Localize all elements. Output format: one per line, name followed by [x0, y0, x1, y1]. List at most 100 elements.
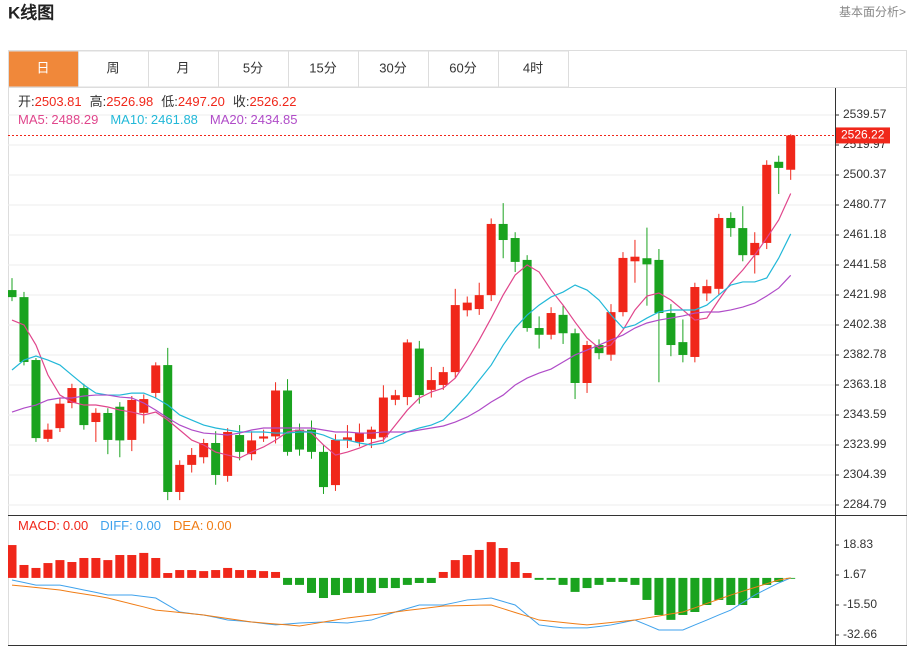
legend-value: 2434.85 [251, 112, 298, 127]
info-label: 低: [161, 94, 178, 109]
candle-body [330, 439, 340, 486]
macd-bar [235, 570, 245, 578]
last-price-label: 2526.22 [841, 128, 885, 142]
ma-line [11, 193, 792, 459]
candle-body [91, 412, 101, 423]
candle-body [450, 305, 460, 373]
candle-body [175, 464, 185, 492]
macd-bar [714, 577, 724, 600]
macd-bar [307, 577, 316, 593]
macd-bar [31, 567, 41, 578]
tab-label[interactable]: 30分 [379, 60, 406, 75]
macd-bar [271, 571, 281, 578]
candle-body [151, 365, 161, 393]
tab-label[interactable]: 5分 [243, 60, 263, 75]
macd-bar [726, 577, 736, 606]
macd-bar [462, 555, 472, 578]
candle-body [139, 399, 149, 413]
y-tick-label: 2323.99 [843, 437, 887, 451]
candle-body [103, 412, 113, 440]
candle-body [390, 395, 400, 400]
macd-bar [151, 557, 161, 578]
analysis-link[interactable]: 基本面分析> [839, 5, 906, 19]
y-tick-label: 2343.59 [843, 407, 887, 421]
tab-label[interactable]: 4时 [523, 60, 543, 75]
y-tick-label: 2421.98 [843, 287, 887, 301]
candle-body [534, 328, 544, 335]
macd-bar [642, 577, 652, 600]
candle-body [498, 223, 508, 241]
candle-body [486, 223, 496, 296]
y-tick-label: 2304.39 [843, 467, 887, 481]
y-tick-label: 2480.77 [843, 197, 887, 211]
tab[interactable] [498, 50, 569, 88]
candle-body [726, 217, 736, 229]
info-value: 2503.81 [35, 94, 82, 109]
macd-bar [19, 564, 29, 578]
tab[interactable] [8, 50, 79, 88]
macd-bar [630, 577, 640, 585]
y-tick-label: -15.50 [843, 597, 877, 611]
macd-bar [247, 570, 257, 578]
legend-value: 0.00 [63, 518, 88, 533]
y-tick-label: -32.66 [843, 627, 877, 641]
candle-body [259, 436, 269, 439]
tab[interactable] [78, 50, 149, 88]
macd-bar [199, 571, 209, 578]
macd-bar [486, 542, 496, 578]
tab-label[interactable]: 月 [176, 60, 189, 75]
y-tick-label: 2402.38 [843, 317, 887, 331]
candle-body [223, 431, 233, 476]
candle-body [366, 429, 376, 439]
tab-label[interactable]: 60分 [449, 60, 476, 75]
y-tick-label: 2441.58 [843, 257, 887, 271]
macd-bar [8, 545, 17, 578]
macd-bar [67, 562, 77, 578]
macd-bar [702, 577, 712, 606]
y-tick-label: 2363.18 [843, 377, 887, 391]
ma-line [11, 233, 792, 446]
macd-bar [103, 560, 113, 578]
macd-bar [762, 577, 772, 585]
y-tick-label: 2284.79 [843, 497, 887, 511]
y-tick-label: 2382.78 [843, 347, 887, 361]
macd-bar [211, 570, 221, 578]
candle-body [127, 399, 137, 440]
macd-line [11, 577, 791, 627]
candle-body [8, 290, 17, 298]
candle-body [522, 259, 532, 329]
legend-name: MA10: [110, 112, 148, 127]
macd-bar [522, 573, 532, 578]
macd-bar [283, 577, 293, 585]
info-value: 2497.20 [178, 94, 225, 109]
y-tick-label: 18.83 [843, 537, 873, 551]
tab-label[interactable]: 15分 [309, 60, 336, 75]
tab[interactable] [288, 50, 359, 88]
y-tick-label: 2539.57 [843, 107, 887, 121]
candle-body [642, 258, 652, 265]
candle-body [199, 442, 209, 458]
candle-body [283, 390, 293, 452]
legend-name: DIFF: [100, 518, 133, 533]
macd-bar [534, 577, 544, 580]
candle-body [546, 313, 556, 335]
candle-body [438, 372, 448, 385]
macd-bar [55, 560, 65, 578]
candle-body [474, 295, 484, 310]
candle-body [750, 242, 760, 256]
macd-bar [402, 577, 412, 585]
tab-label[interactable]: 日 [36, 60, 49, 75]
legend-name: MA5: [18, 112, 48, 127]
candle-body [318, 451, 328, 488]
tab-label[interactable]: 周 [106, 60, 119, 75]
candle-body [426, 380, 436, 390]
candle-body [31, 360, 41, 439]
legend-name: MACD: [18, 518, 60, 533]
candle-body [678, 342, 688, 355]
candle-body [414, 348, 424, 396]
candle-body [606, 312, 616, 355]
info-value: 2526.22 [250, 94, 297, 109]
macd-bar [366, 577, 376, 593]
legend: MA5: 2488.29 MA10: 2461.88 MA20: 2434.85 [18, 112, 298, 127]
